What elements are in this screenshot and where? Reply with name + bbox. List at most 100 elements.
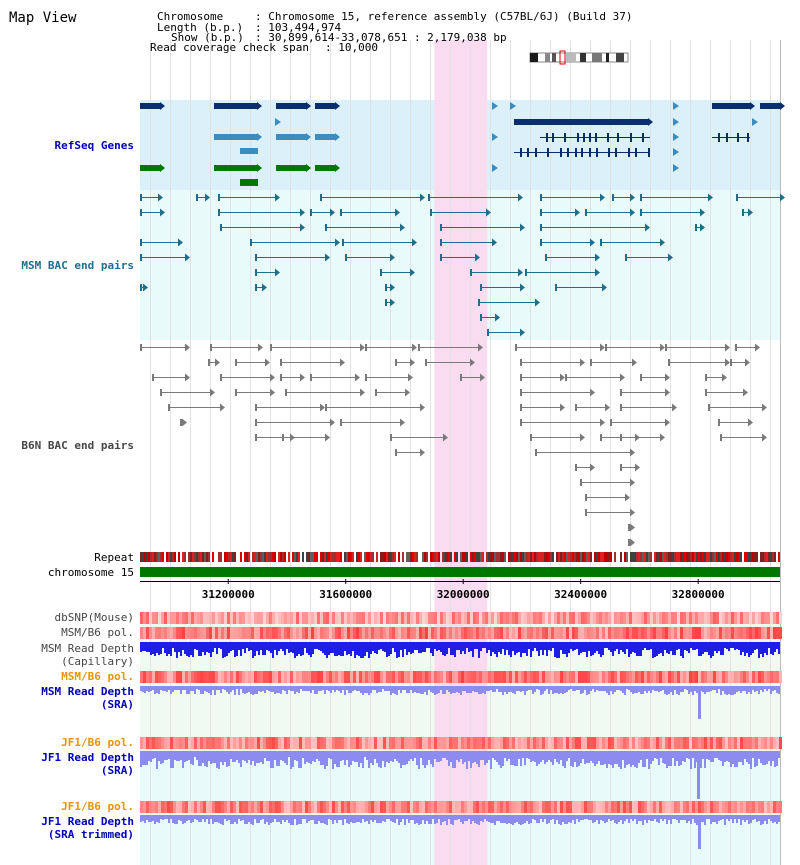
depth-bar — [166, 642, 168, 656]
depth-bar — [592, 815, 594, 823]
heat-cell — [377, 737, 380, 749]
heat-cell — [491, 671, 494, 683]
heat-cell — [176, 671, 179, 683]
depth-bar — [494, 751, 496, 760]
heat-cell — [776, 627, 779, 639]
depth-bar — [386, 686, 388, 691]
heat-cell — [383, 737, 386, 749]
depth-bar — [160, 815, 162, 819]
bac-end — [320, 194, 322, 201]
depth-bar — [222, 642, 224, 658]
repeat-segment — [604, 552, 606, 562]
gene-block — [214, 134, 257, 140]
heat-cell — [290, 671, 293, 683]
depth-bar — [694, 751, 696, 768]
depth-bar — [450, 642, 452, 655]
depth-bar — [662, 642, 664, 656]
bac-end — [180, 419, 182, 426]
depth-bar — [334, 642, 336, 656]
depth-bar — [662, 686, 664, 690]
depth-bar — [498, 686, 500, 692]
depth-bar — [254, 686, 256, 694]
heat-cell — [344, 612, 347, 624]
heat-cell — [509, 737, 512, 749]
heat-cell — [743, 737, 746, 749]
repeat-segment — [370, 552, 372, 562]
depth-bar — [302, 642, 304, 655]
depth-bar — [576, 815, 578, 819]
depth-bar — [358, 751, 360, 767]
repeat-segment — [578, 552, 580, 562]
depth-bar — [674, 751, 676, 766]
heat-cell — [746, 627, 749, 639]
jf1-b6-pol-label: JF1/B6 pol. — [61, 736, 134, 749]
depth-bar — [180, 751, 182, 760]
repeat-segment — [736, 552, 738, 562]
bac-end — [340, 419, 342, 426]
heat-cell — [497, 737, 500, 749]
depth-bar — [396, 815, 398, 819]
bac-end-arrow — [410, 268, 415, 277]
heat-cell — [479, 612, 482, 624]
depth-bar — [748, 642, 750, 657]
repeat-segment — [470, 552, 472, 562]
depth-bar — [734, 642, 736, 650]
depth-bar — [464, 751, 466, 762]
heat-cell — [278, 627, 281, 639]
depth-bar — [648, 642, 650, 650]
bac-end-arrow — [600, 343, 605, 352]
heat-cell — [593, 737, 596, 749]
heat-cell — [473, 612, 476, 624]
heat-cell — [584, 612, 587, 624]
depth-bar — [742, 815, 744, 820]
repeat-segment — [536, 552, 538, 562]
heat-cell — [314, 612, 317, 624]
depth-bar — [314, 642, 316, 649]
b6n-bac-label[interactable]: B6N BAC end pairs — [21, 439, 134, 452]
depth-bar — [448, 815, 450, 819]
bac-end — [540, 224, 542, 231]
gene-exon — [648, 148, 650, 157]
depth-bar — [772, 642, 774, 655]
depth-bar — [352, 751, 354, 761]
bac-end-arrow — [340, 358, 345, 367]
refseq-genes-label[interactable]: RefSeq Genes — [54, 139, 134, 152]
heat-cell — [296, 737, 299, 749]
heat-cell — [596, 801, 599, 813]
depth-bar — [638, 642, 640, 656]
heat-cell — [431, 671, 434, 683]
depth-bar — [480, 686, 482, 694]
depth-bar — [452, 642, 454, 655]
depth-bar — [278, 815, 280, 822]
depth-bar — [198, 815, 200, 822]
depth-bar — [366, 751, 368, 760]
heat-cell — [503, 627, 506, 639]
heat-cell — [551, 737, 554, 749]
depth-bar — [404, 642, 406, 649]
depth-bar — [142, 686, 144, 692]
gene-block — [214, 165, 257, 171]
bac-end-arrow — [748, 418, 753, 427]
repeat-segment — [376, 552, 378, 562]
gene-exon — [567, 148, 569, 157]
msm-bac-label[interactable]: MSM BAC end pairs — [21, 259, 134, 272]
bac-end-arrow — [700, 208, 705, 217]
heat-cell — [653, 671, 656, 683]
heat-cell — [689, 612, 692, 624]
depth-bar — [158, 642, 160, 655]
depth-bar — [432, 751, 434, 767]
depth-bar — [336, 815, 338, 823]
heat-cell — [773, 801, 776, 813]
depth-bar — [620, 686, 622, 691]
bac-end — [235, 389, 237, 396]
gene-block — [240, 179, 258, 186]
depth-bar — [408, 815, 410, 823]
depth-bar — [736, 751, 738, 767]
depth-bar — [354, 686, 356, 690]
depth-spike — [698, 686, 701, 719]
depth-bar — [712, 815, 714, 822]
heat-cell — [587, 801, 590, 813]
heat-cell — [230, 671, 233, 683]
heat-cell — [491, 801, 494, 813]
